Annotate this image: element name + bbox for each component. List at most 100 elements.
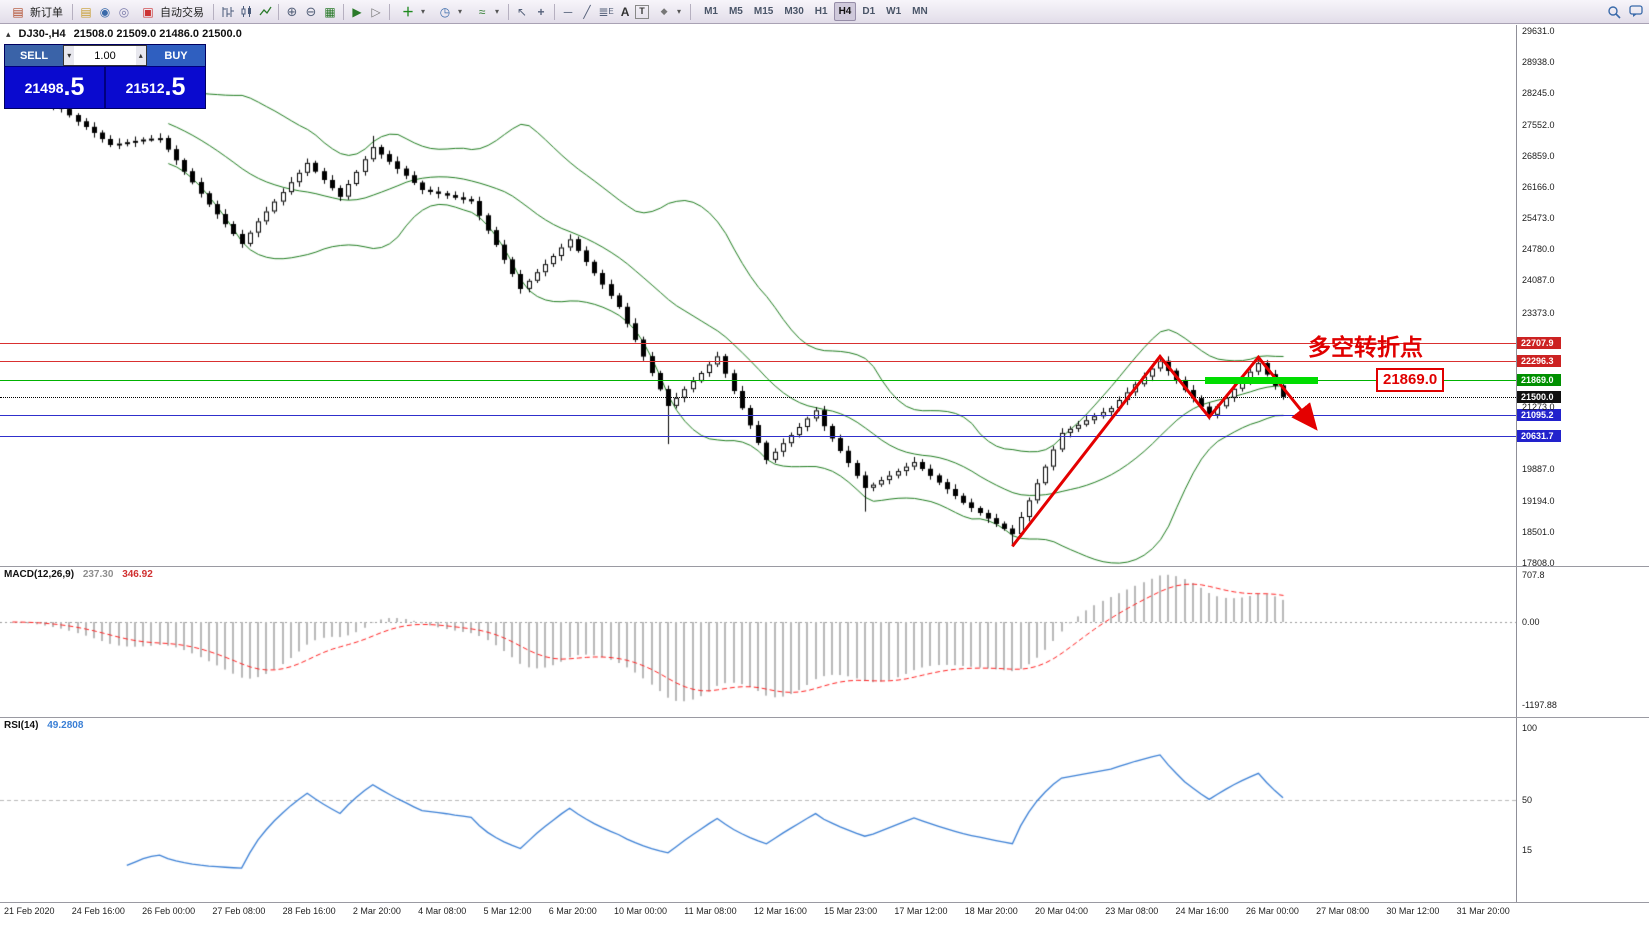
timeframe-M30-button[interactable]: M30	[784, 6, 804, 17]
buy-price-display[interactable]: 21512 .5	[106, 67, 205, 108]
time-axis-label: 24 Mar 16:00	[1175, 906, 1229, 916]
buy-price-frac: .5	[164, 73, 186, 101]
time-axis-label: 21 Feb 2020	[4, 906, 55, 916]
time-axis-label: 15 Mar 23:00	[824, 906, 878, 916]
main-toolbar: ▤ 新订单 ▤ ◉ ◎ ▣ 自动交易 ⊕ ⊖ ▦ ▶ ▷ ＋ ▾	[0, 0, 1649, 24]
time-axis-label: 17 Mar 12:00	[894, 906, 948, 916]
price-axis[interactable]: 707.8 0.00 -1197.88 100 50 15 22707.9 222…	[1516, 25, 1649, 903]
time-axis-label: 26 Mar 00:00	[1245, 906, 1299, 916]
fibonacci-tool-icon[interactable]: ≣ E	[598, 4, 614, 19]
toolbar-separator	[72, 3, 73, 20]
new-order-icon: ▤	[12, 4, 24, 19]
symbol-period-label: DJ30-,H4	[18, 28, 66, 40]
zoom-out-icon[interactable]: ⊖	[305, 4, 317, 19]
new-order-button[interactable]: ▤ 新订单	[4, 2, 68, 22]
label-tool-icon[interactable]: T	[635, 4, 650, 19]
toolbar-separator	[343, 3, 344, 20]
tile-windows-icon[interactable]: ▦	[324, 4, 336, 19]
main-chart-panel[interactable]: ▴ DJ30-,H4 21508.0 21509.0 21486.0 21500…	[0, 25, 1516, 566]
chart-shift-icon[interactable]: ▷	[371, 4, 381, 19]
sell-price-display[interactable]: 21498 .5	[5, 67, 104, 108]
macd-indicator-panel[interactable]: MACD(12,26,9) 237.30 346.92	[0, 567, 1516, 717]
timeframe-M15-button[interactable]: M15	[753, 6, 774, 17]
dropdown-caret-icon: ▾	[458, 7, 463, 16]
ohlc-values: 21508.0 21509.0 21486.0 21500.0	[73, 28, 242, 40]
zoom-in-icon[interactable]: ⊕	[286, 4, 298, 19]
profiles-button[interactable]: ◷ ▾	[431, 2, 467, 22]
new-order-label: 新订单	[30, 6, 63, 19]
annotation-price-label[interactable]: 21869.0	[1376, 368, 1445, 392]
price-level-line[interactable]	[0, 343, 1516, 344]
line-chart-icon[interactable]	[256, 3, 274, 21]
candlestick-chart-icon[interactable]	[237, 3, 255, 21]
indicators-button[interactable]: ≈ ▾	[468, 2, 504, 22]
time-axis-label: 2 Mar 20:00	[352, 906, 401, 916]
market-icon[interactable]: ◎	[118, 4, 130, 19]
accounts-icon[interactable]: ◉	[99, 4, 111, 19]
trendline-tool-icon[interactable]: ╱	[583, 4, 591, 19]
macd-scale-zero: 0.00	[1522, 617, 1540, 627]
price-axis-label: 26166.0	[1522, 182, 1555, 192]
one-click-trading-panel: SELL ▾ ▴ BUY 21498 .5 21512 .5	[4, 44, 206, 109]
horizontal-line-tool-icon[interactable]: ─	[563, 4, 573, 19]
bid-price-line[interactable]	[0, 397, 1516, 398]
autotrading-button[interactable]: ▣ 自动交易	[134, 2, 209, 22]
timeframe-M1-button[interactable]: M1	[704, 6, 718, 17]
new-chart-icon: ＋	[401, 4, 414, 19]
timeframe-MN-button[interactable]: MN	[912, 6, 928, 17]
time-axis[interactable]: 21 Feb 2020 24 Feb 16:00 26 Feb 00:00 27 Fe…	[0, 903, 1516, 920]
annotation-turning-point-text[interactable]: 多空转折点	[1308, 334, 1423, 360]
timeframe-H4-button[interactable]: H4	[833, 2, 857, 21]
timeframe-D1-button[interactable]: D1	[862, 6, 876, 17]
indicators-icon: ≈	[478, 4, 486, 19]
macd-scale-max: 707.8	[1522, 570, 1545, 580]
shapes-button[interactable]: ◆ ▾	[650, 2, 686, 22]
auto-scroll-icon[interactable]: ▶	[352, 4, 362, 19]
timeframe-W1-button[interactable]: W1	[886, 6, 902, 17]
volume-decrease-button[interactable]: ▾	[64, 46, 75, 65]
timeframe-M5-button[interactable]: M5	[728, 6, 743, 17]
volume-increase-button[interactable]: ▴	[135, 46, 146, 65]
price-level-line[interactable]	[0, 436, 1516, 437]
new-chart-button[interactable]: ＋ ▾	[394, 2, 430, 22]
buy-price-int: 21512	[125, 79, 165, 96]
price-level-line[interactable]	[0, 415, 1516, 416]
buy-button[interactable]: BUY	[147, 45, 205, 66]
rsi-scale-15: 15	[1522, 845, 1533, 855]
timeframe-H1-button[interactable]: H1	[814, 6, 828, 17]
price-chart-canvas[interactable]	[0, 25, 1516, 566]
price-level-line[interactable]	[0, 380, 1516, 381]
history-center-icon[interactable]: ▤	[80, 4, 92, 19]
search-icon[interactable]	[1605, 3, 1623, 21]
one-click-collapse-icon[interactable]: ▴	[6, 28, 11, 39]
community-chat-icon[interactable]	[1627, 3, 1645, 21]
cursor-icon[interactable]: ↖	[517, 4, 528, 19]
price-axis-label: 17808.0	[1522, 558, 1555, 568]
price-axis-label: 27552.0	[1522, 120, 1555, 130]
toolbar-separator	[213, 3, 214, 20]
crosshair-icon[interactable]: +	[537, 4, 545, 19]
volume-input[interactable]	[74, 46, 136, 65]
text-tool-icon[interactable]: A	[620, 4, 630, 19]
rsi-scale-50: 50	[1522, 795, 1533, 805]
panel-separator[interactable]	[0, 717, 1649, 718]
price-badge: 22296.3	[1517, 355, 1561, 367]
price-axis-label: 26859.0	[1522, 151, 1555, 161]
time-axis-label: 30 Mar 12:00	[1386, 906, 1440, 916]
price-badge: 21869.0	[1517, 374, 1561, 386]
support-highlight-segment[interactable]	[1205, 377, 1318, 384]
autotrading-label: 自动交易	[160, 6, 204, 19]
panel-separator[interactable]	[0, 566, 1649, 567]
rsi-indicator-panel[interactable]: RSI(14) 49.2808	[0, 718, 1516, 902]
price-axis-label: 19887.0	[1522, 464, 1555, 474]
toolbar-separator	[690, 3, 692, 20]
sell-button[interactable]: SELL	[5, 45, 63, 66]
price-axis-label: 28938.0	[1522, 57, 1555, 67]
price-axis-label: 29631.0	[1522, 26, 1555, 36]
price-badge: 20631.7	[1517, 430, 1561, 442]
price-level-line[interactable]	[0, 361, 1516, 362]
sell-price-int: 21498	[24, 79, 64, 96]
price-axis-label: 24087.0	[1522, 275, 1555, 285]
bar-chart-icon[interactable]	[218, 3, 236, 21]
